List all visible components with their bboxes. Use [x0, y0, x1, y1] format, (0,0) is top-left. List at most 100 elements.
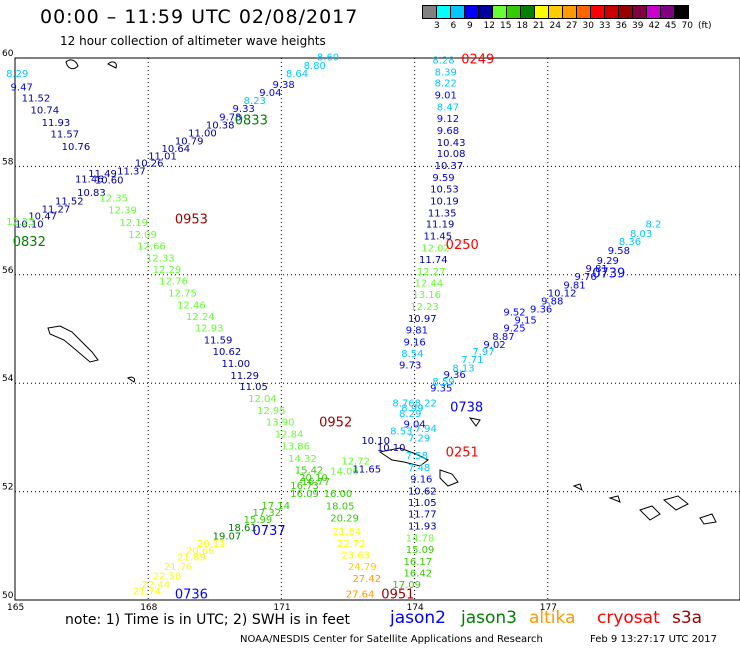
wave-height-label: 14.32 [288, 454, 317, 465]
wave-height-label: 14.06 [330, 466, 359, 477]
wave-height-label: 12.19 [119, 218, 148, 229]
wave-height-label: 10.62 [213, 347, 242, 358]
wave-height-label: 12.46 [177, 300, 206, 311]
wave-height-label: 20.11 [197, 539, 226, 550]
pass-time-label: 0736 [175, 587, 208, 602]
wave-height-label: 16.73 [290, 481, 319, 492]
wave-height-label: 10.10 [15, 220, 44, 231]
wave-height-label: 12.35 [99, 194, 128, 205]
wave-height-label: 10.83 [77, 188, 106, 199]
wave-height-label: 12.44 [415, 279, 444, 290]
wave-height-label: 22.58 [153, 571, 182, 582]
wave-height-label: 15.09 [406, 545, 435, 556]
wave-height-label: 9.02 [483, 340, 505, 351]
wave-height-label: 11.65 [352, 465, 381, 476]
wave-height-label: 16.17 [404, 557, 433, 568]
wave-height-label: 22.72 [337, 539, 366, 550]
wave-height-label: 21.84 [332, 527, 361, 538]
scale-label: 3 [434, 21, 440, 31]
wave-height-label: 12.09 [128, 230, 157, 241]
wave-height-label: 10.19 [430, 196, 459, 207]
wave-height-label: 9.36 [443, 370, 465, 381]
wave-height-label: 10.43 [437, 138, 466, 149]
wave-height-label: 9.01 [435, 91, 457, 102]
wave-height-label: 9.15 [515, 316, 537, 327]
wave-height-label: 9.81 [586, 264, 608, 275]
color-scale-labels: 3 6 9 12 15 18 21 24 27 30 33 36 39 42 45 70 (ft) [422, 21, 740, 33]
generated-timestamp: Feb 9 13:27:17 UTC 2017 [590, 634, 718, 645]
wave-height-label: 16.42 [404, 569, 433, 580]
lat-label: 52 [2, 483, 13, 493]
wave-height-label: 16.00 [324, 489, 353, 500]
wave-height-label: 24.79 [348, 562, 377, 573]
pass-time-label: 0250 [446, 238, 479, 253]
wave-height-label: 8.28 [432, 55, 454, 66]
wave-height-label: 8.54 [401, 349, 423, 360]
wave-height-label: 11.46 [75, 175, 104, 186]
pass-time-label: 0737 [253, 524, 286, 539]
wave-height-label: 9.38 [273, 80, 295, 91]
wave-height-label: 13.16 [412, 290, 441, 301]
scale-label: 24 [549, 21, 561, 31]
wave-height-label: 10.37 [435, 161, 464, 172]
wave-height-label: 15.99 [244, 515, 273, 526]
wave-height-label: 17.14 [261, 501, 290, 512]
wave-height-label: 8.29 [6, 69, 28, 80]
scale-label: 18 [516, 21, 528, 31]
wave-height-label: 11.19 [426, 220, 455, 231]
wave-height-label: 12.23 [6, 217, 35, 228]
island-outline [699, 513, 717, 525]
wave-height-label: 10.60 [95, 176, 124, 187]
wave-height-label: 12.04 [248, 394, 277, 405]
wave-height-label: 10.10 [361, 436, 390, 447]
wave-height-label: 19.07 [213, 531, 242, 542]
wave-height-label: 8.80 [304, 61, 326, 72]
footnote: note: 1) Time is in UTC; 2) SWH is in fe… [65, 612, 351, 628]
scale-label: 30 [582, 21, 594, 31]
wave-height-label: 9.16 [410, 474, 432, 485]
wave-height-label: 10.38 [206, 120, 235, 131]
wave-height-label: 10.10 [377, 443, 406, 454]
wave-height-label: 11.52 [55, 196, 84, 207]
scale-label: 45 [665, 21, 677, 31]
lat-label: 60 [2, 49, 14, 59]
wave-height-label: 27.64 [346, 589, 375, 600]
wave-height-label: 9.59 [432, 173, 454, 184]
page-subtitle: 12 hour collection of altimeter wave hei… [60, 34, 326, 48]
wave-height-label: 9.81 [563, 280, 585, 291]
pass-time-label: 0951 [381, 587, 414, 602]
scale-label: 27 [566, 21, 578, 31]
scale-label: 9 [467, 21, 473, 31]
wave-height-label: 9.35 [430, 383, 452, 394]
wave-height-label: 11.05 [239, 382, 268, 393]
scale-label: 21 [533, 21, 545, 31]
scale-label: 33 [599, 21, 611, 31]
wave-height-label: 13.90 [266, 417, 295, 428]
wave-height-label: 7.48 [408, 463, 430, 474]
wave-height-label: 10.26 [135, 158, 164, 169]
wave-height-label: 10.62 [408, 486, 437, 497]
wave-height-label: 11.01 [148, 151, 177, 162]
wave-height-label: 16.09 [290, 489, 319, 500]
wave-height-label: 12.84 [275, 429, 304, 440]
wave-height-label: 9.76 [574, 272, 596, 283]
wave-height-label: 8.13 [452, 363, 474, 374]
wave-height-label: 17.09 [392, 580, 421, 591]
scale-label: 70 [681, 21, 693, 31]
wave-height-label: 20.10 [299, 473, 328, 484]
legend-jason3: jason3 [461, 608, 517, 628]
wave-height-label: 11.57 [51, 130, 80, 141]
wave-height-label: 20.29 [330, 513, 359, 524]
lon-label: 168 [140, 603, 157, 613]
wave-height-label: 8.36 [619, 237, 641, 248]
wave-height-label: 11.00 [188, 129, 217, 140]
wave-height-label: 9.81 [406, 325, 428, 336]
island-outline [639, 505, 661, 521]
wave-height-label: 8.47 [437, 103, 459, 114]
wave-height-label: 8.03 [630, 229, 652, 240]
wave-height-label: 11.45 [423, 232, 452, 243]
scale-label: 36 [615, 21, 627, 31]
wave-height-label: 11.93 [42, 118, 71, 129]
scale-label: 39 [632, 21, 644, 31]
wave-height-label: 12.27 [417, 267, 446, 278]
